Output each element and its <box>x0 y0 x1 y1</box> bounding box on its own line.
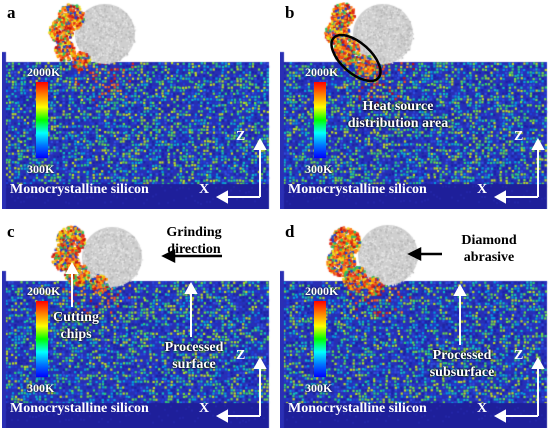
colorbar-max: 2000K <box>27 65 61 79</box>
panel-b: b 2000K 300K Heat source distribution ar… <box>280 2 550 209</box>
panel-c: c Grinding direction 2000K 300K Cutting … <box>2 221 272 428</box>
diamond-abrasive-label: Diamond abrasive <box>461 233 517 265</box>
colorbar-min: 300K <box>305 381 333 395</box>
colorbar-max: 2000K <box>305 65 339 79</box>
processed-subsurface-annotation: Processed subsurface <box>429 348 495 380</box>
temperature-colorbar <box>36 301 48 377</box>
z-axis-label: Z <box>514 348 524 363</box>
colorbar-max: 2000K <box>27 284 61 298</box>
substrate-label: Monocrystalline silicon <box>288 401 427 416</box>
axis-arrows <box>215 356 267 423</box>
temperature-colorbar <box>314 82 326 158</box>
panel-label: d <box>285 222 295 241</box>
z-axis-label: Z <box>236 348 246 363</box>
panel-d: d Diamond abrasive 2000K 300K Processed … <box>280 221 550 428</box>
colorbar-min: 300K <box>27 162 55 176</box>
grinding-direction-arrow <box>161 248 222 264</box>
axes-overlay <box>215 137 267 204</box>
panel-label: b <box>285 3 295 22</box>
cutting-chips-annotation: Cutting chips <box>53 310 99 342</box>
colorbar-min: 300K <box>27 381 55 395</box>
x-axis-label: X <box>477 401 488 416</box>
annotation-arrows <box>453 283 467 345</box>
x-axis-label: X <box>199 182 210 197</box>
temperature-colorbar <box>314 301 326 377</box>
axis-arrows <box>493 137 545 204</box>
substrate-label: Monocrystalline silicon <box>10 401 149 416</box>
x-axis-label: X <box>199 401 210 416</box>
axes-overlay <box>65 248 267 423</box>
heat-source-ellipse <box>330 33 382 83</box>
z-axis-label: Z <box>236 129 246 144</box>
axes-overlay <box>407 246 545 423</box>
grinding-direction-label: Grinding direction <box>166 225 222 257</box>
panel-label: c <box>7 222 15 241</box>
axes-overlay <box>330 33 545 204</box>
substrate-label: Monocrystalline silicon <box>288 182 427 197</box>
colorbar-min: 300K <box>305 162 333 176</box>
substrate-label: Monocrystalline silicon <box>10 182 149 197</box>
x-axis-label: X <box>477 182 488 197</box>
axis-arrows <box>215 137 267 204</box>
colorbar-max: 2000K <box>305 284 339 298</box>
processed-surface-annotation: Processed surface <box>164 340 224 372</box>
panel-label: a <box>7 3 16 22</box>
diamond-abrasive-arrow <box>407 246 442 262</box>
temperature-colorbar <box>36 82 48 158</box>
panel-a: a 2000K 300K Monocrystalline silicon X Z <box>2 2 272 209</box>
z-axis-label: Z <box>514 129 524 144</box>
annotation-arrows <box>65 261 198 337</box>
axis-arrows <box>493 356 545 423</box>
heat-source-annotation: Heat source distribution area <box>347 99 449 131</box>
